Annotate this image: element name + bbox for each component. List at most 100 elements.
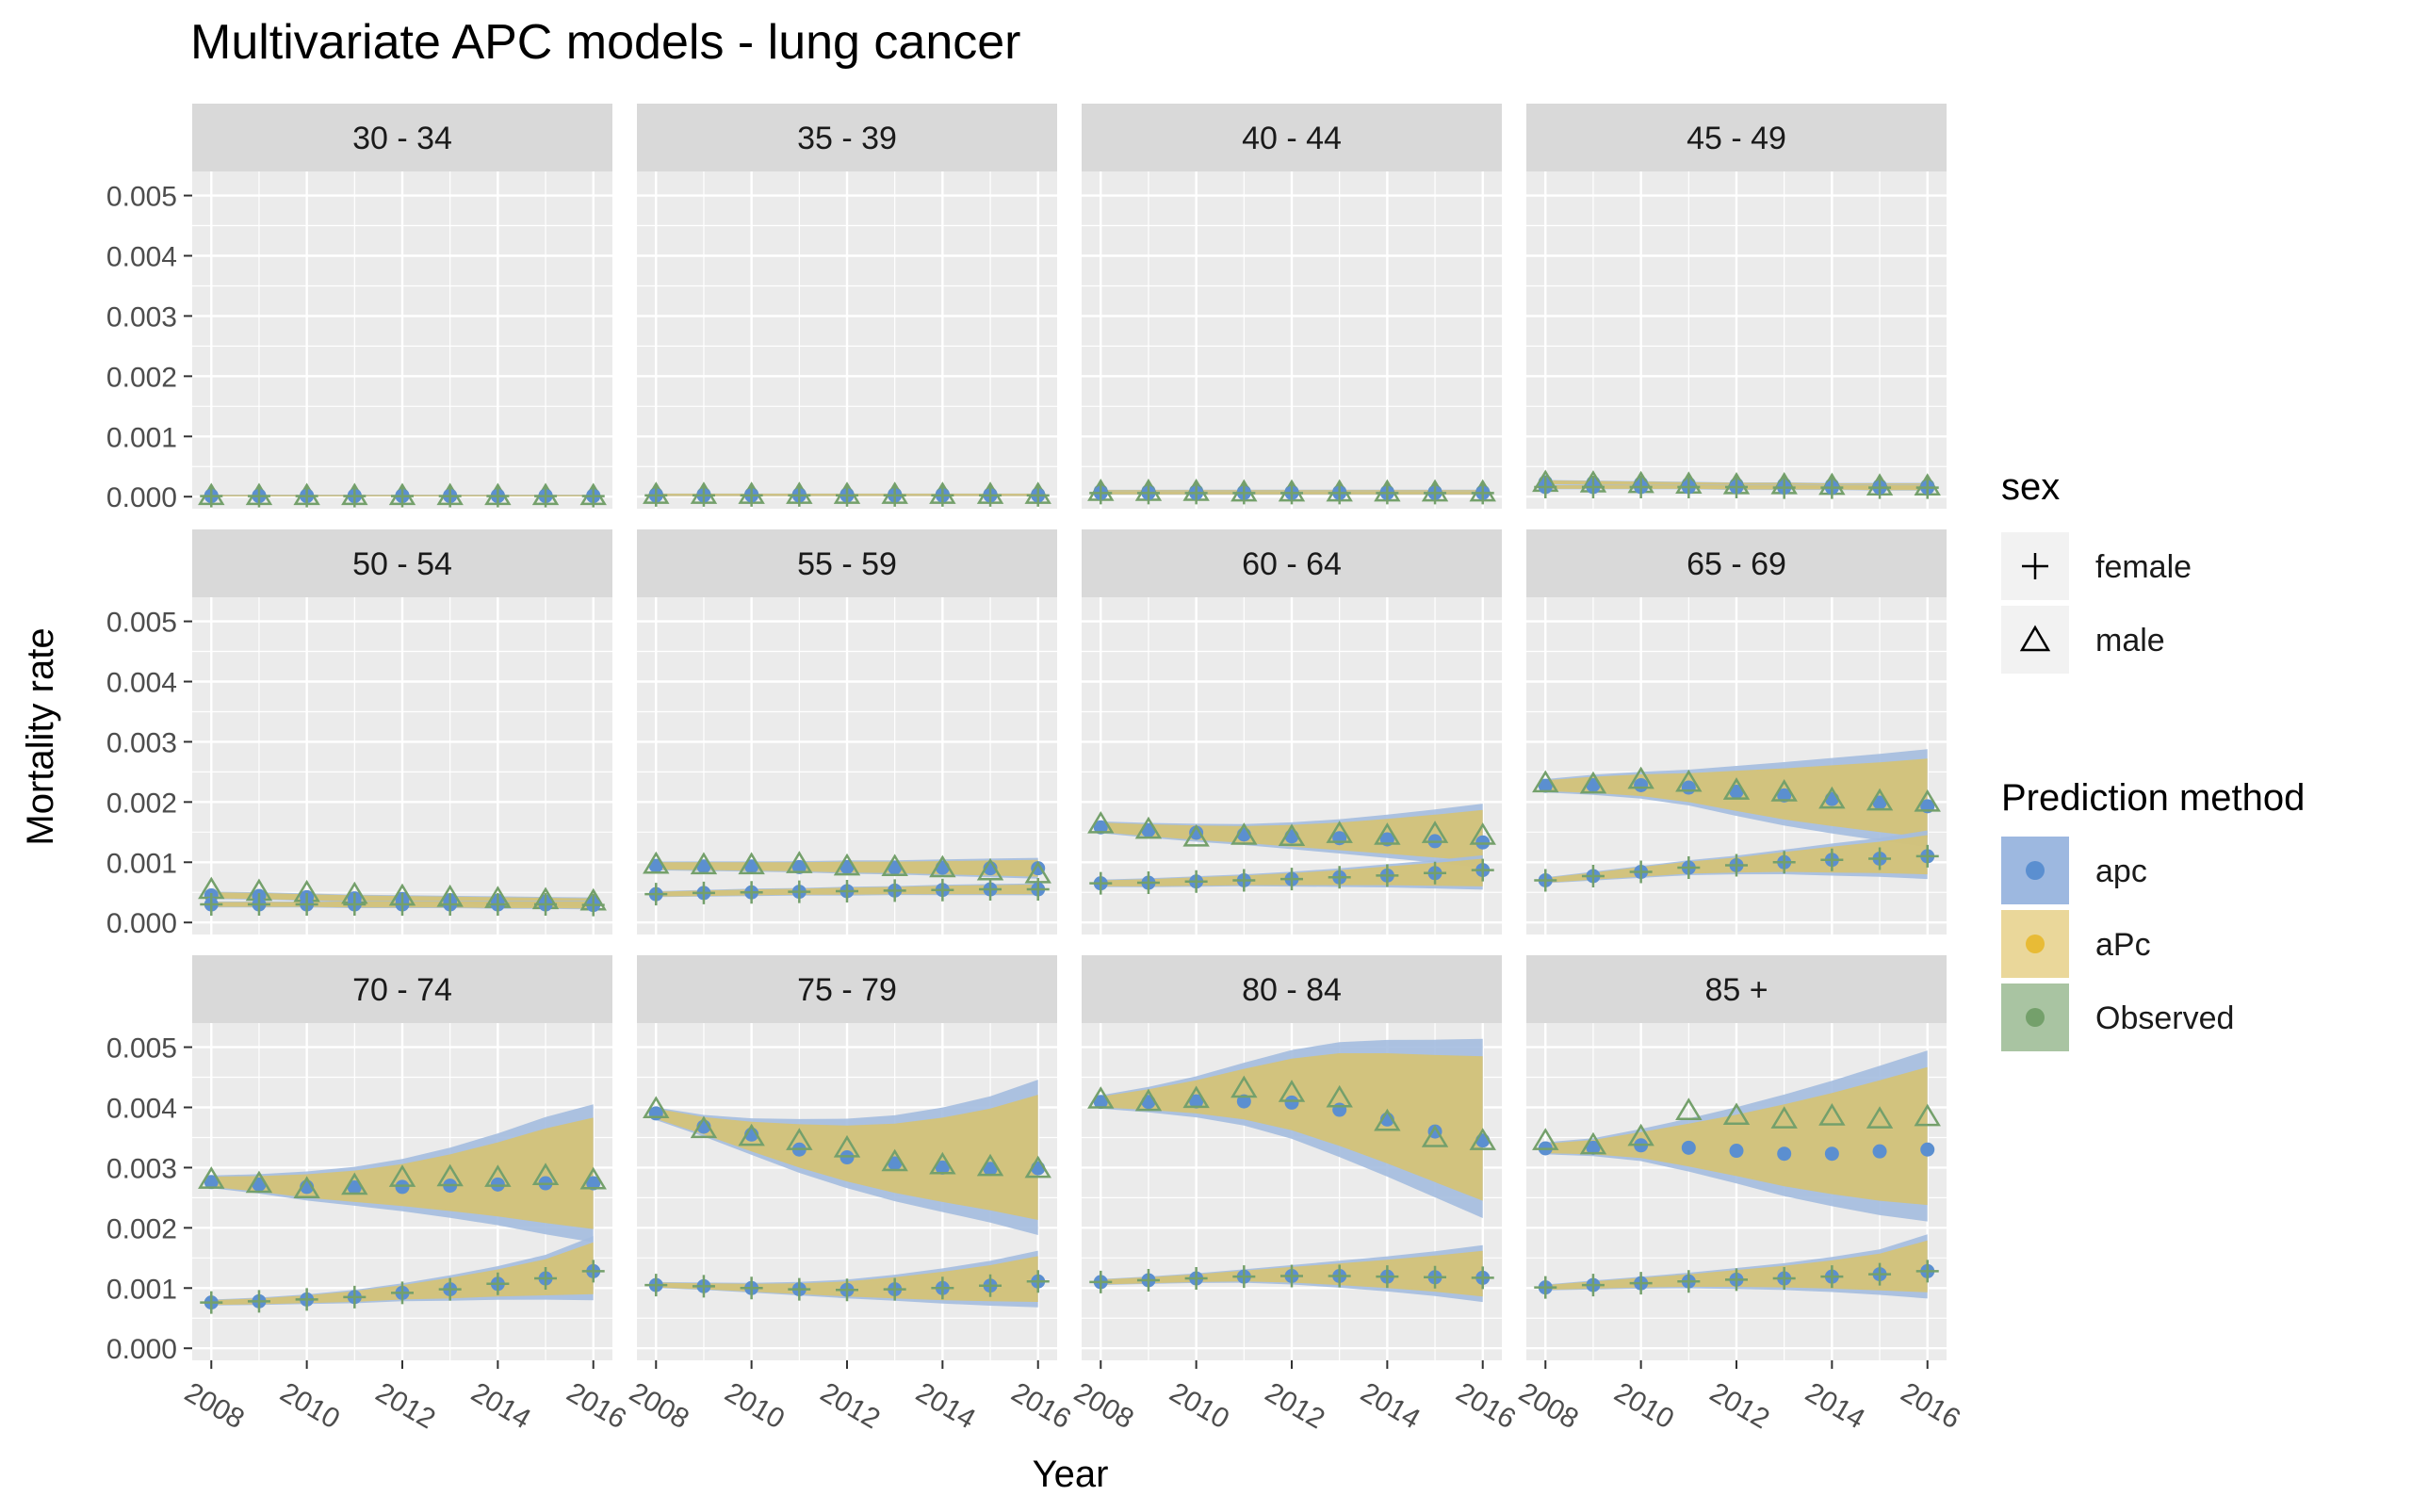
apc-point bbox=[1093, 820, 1108, 835]
observed-point-female bbox=[931, 878, 954, 902]
observed-point-female bbox=[1376, 864, 1399, 887]
apc-point bbox=[1284, 1095, 1299, 1110]
apc-point bbox=[1824, 1146, 1839, 1162]
observed-point-female bbox=[788, 1277, 811, 1301]
apc-point bbox=[1872, 795, 1887, 810]
facet-label: 80 - 84 bbox=[1242, 972, 1342, 1008]
legend-label-Observed: Observed bbox=[2095, 1000, 2234, 1036]
observed-point-male bbox=[1866, 1106, 1894, 1129]
observed-point-female bbox=[692, 1275, 715, 1298]
observed-point-female bbox=[295, 893, 318, 917]
observed-point-female bbox=[1534, 869, 1557, 892]
y-tick-label: 0.005 bbox=[106, 1033, 177, 1065]
x-tick-label: 2012 bbox=[1704, 1376, 1774, 1435]
observed-point-female bbox=[931, 1276, 954, 1300]
observed-point-male bbox=[1087, 810, 1115, 834]
observed-point-male bbox=[1326, 1084, 1353, 1108]
y-tick-label: 0.001 bbox=[106, 848, 177, 879]
apc-point bbox=[1189, 1094, 1204, 1109]
facet-strip bbox=[192, 104, 612, 171]
observed-point-female bbox=[1089, 871, 1113, 895]
observed-point-female bbox=[1232, 869, 1256, 892]
observed-point-female bbox=[1915, 1260, 1939, 1283]
apc-point bbox=[1920, 1142, 1935, 1157]
observed-point-female bbox=[1629, 1272, 1653, 1295]
observed-point-male bbox=[786, 1128, 813, 1150]
observed-point-female bbox=[1136, 481, 1160, 505]
observed-point-male bbox=[690, 1115, 718, 1139]
apc-point bbox=[1538, 778, 1553, 793]
y-tick-label: 0.004 bbox=[106, 1094, 177, 1125]
observed-point-female bbox=[200, 893, 223, 917]
legend-plus-icon bbox=[2022, 553, 2048, 579]
observed-point-female bbox=[581, 484, 605, 508]
observed-point-male bbox=[1627, 766, 1654, 789]
observed-point-female bbox=[343, 893, 367, 917]
aPc-band-male bbox=[1545, 1066, 1928, 1206]
observed-point-female bbox=[391, 484, 414, 508]
observed-point-female bbox=[1772, 851, 1796, 874]
observed-point-female bbox=[1677, 475, 1701, 498]
apc-point bbox=[1681, 780, 1696, 795]
observed-point-female bbox=[581, 1260, 605, 1283]
observed-point-male bbox=[531, 1162, 560, 1185]
observed-point-female bbox=[1915, 476, 1939, 499]
facet-label: 60 - 64 bbox=[1242, 546, 1342, 582]
observed-point-male bbox=[1627, 1123, 1654, 1146]
observed-point-male bbox=[833, 1134, 861, 1158]
apc-point bbox=[1872, 1144, 1887, 1159]
observed-point-female bbox=[1026, 483, 1050, 507]
observed-point-male bbox=[1532, 1128, 1559, 1150]
x-tick-label: 2016 bbox=[1896, 1376, 1965, 1435]
observed-point-female bbox=[1629, 860, 1653, 884]
observed-point-female bbox=[1581, 864, 1605, 887]
observed-point-female bbox=[1328, 1264, 1351, 1288]
observed-point-female bbox=[979, 1274, 1002, 1297]
observed-point-female bbox=[1820, 848, 1844, 871]
apc-point bbox=[1729, 1144, 1744, 1159]
observed-point-female bbox=[1280, 868, 1303, 891]
observed-point-male bbox=[690, 852, 718, 875]
observed-point-male bbox=[436, 1163, 464, 1187]
observed-point-male bbox=[1024, 1155, 1051, 1179]
observed-point-female bbox=[438, 1277, 462, 1301]
observed-point-female bbox=[740, 881, 763, 904]
observed-point-female bbox=[534, 484, 558, 508]
observed-point-female bbox=[247, 893, 270, 917]
apc-point bbox=[586, 1176, 601, 1191]
legend-title-sex: sex bbox=[2001, 466, 2060, 508]
x-tick-label: 2014 bbox=[1800, 1376, 1869, 1435]
observed-point-male bbox=[881, 854, 908, 877]
observed-point-female bbox=[1026, 1270, 1050, 1293]
observed-point-female bbox=[486, 484, 510, 508]
observed-point-female bbox=[1677, 1270, 1701, 1293]
observed-point-female bbox=[581, 893, 605, 917]
observed-point-female bbox=[1471, 481, 1494, 505]
chart-title: Multivariate APC models - lung cancer bbox=[190, 15, 1021, 70]
observed-point-female bbox=[1026, 878, 1050, 902]
observed-point-male bbox=[388, 1164, 416, 1187]
observed-point-male bbox=[1134, 1088, 1163, 1112]
observed-point-female bbox=[1725, 475, 1748, 498]
facet-label: 35 - 39 bbox=[797, 121, 897, 156]
y-tick-label: 0.002 bbox=[106, 788, 177, 819]
y-tick-label: 0.004 bbox=[106, 242, 177, 273]
apc-point bbox=[888, 1156, 903, 1171]
observed-point-female bbox=[1534, 1276, 1557, 1299]
observed-point-male bbox=[1278, 1080, 1306, 1102]
observed-point-female bbox=[1471, 858, 1494, 882]
legend-key-bg bbox=[2001, 606, 2069, 674]
observed-point-female bbox=[836, 1278, 858, 1302]
y-tick-label: 0.004 bbox=[106, 668, 177, 699]
observed-point-female bbox=[1328, 481, 1351, 505]
observed-point-female bbox=[200, 484, 223, 508]
apc-point bbox=[1729, 784, 1744, 799]
facet-strip bbox=[637, 955, 1057, 1023]
observed-point-female bbox=[486, 893, 510, 917]
apc-point bbox=[1681, 1140, 1696, 1155]
observed-point-female bbox=[1772, 476, 1796, 499]
observed-point-male bbox=[484, 1164, 512, 1187]
x-tick-label: 2010 bbox=[720, 1376, 790, 1435]
facet-strip bbox=[1082, 104, 1502, 171]
observed-point-male bbox=[1722, 777, 1751, 800]
